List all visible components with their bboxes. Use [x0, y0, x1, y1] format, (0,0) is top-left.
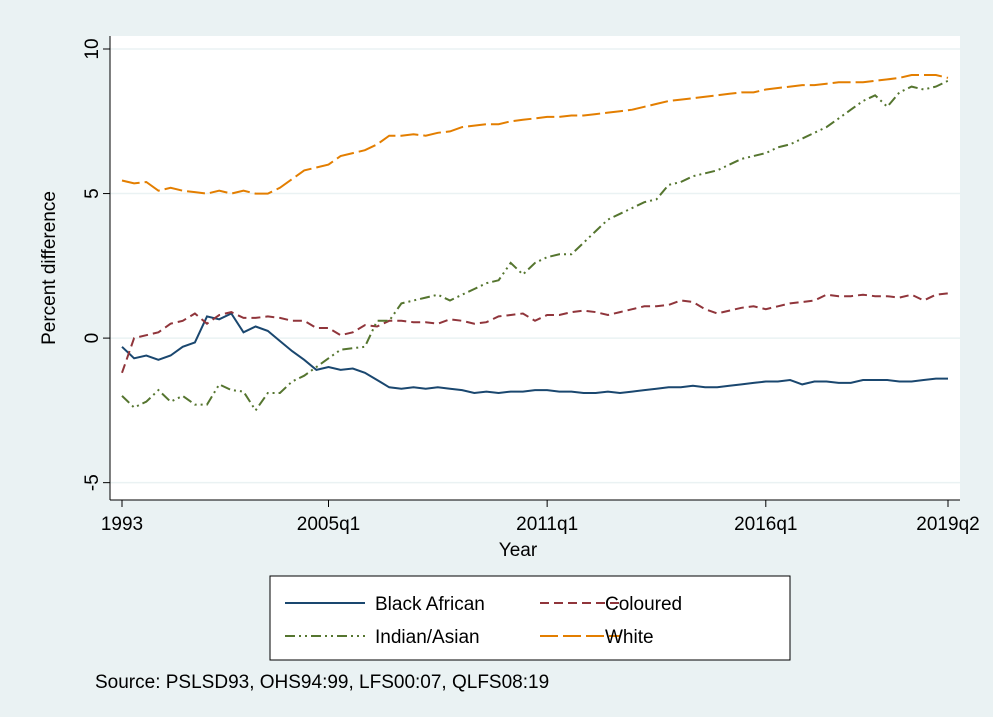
legend-label: White — [605, 627, 654, 648]
y-axis-label: Percent difference — [39, 191, 60, 345]
x-axis-label: Year — [499, 540, 538, 561]
series-line — [121, 292, 949, 374]
x-tick-label: 2005q1 — [297, 514, 360, 535]
x-tick-label: 1993 — [101, 514, 143, 535]
series-line — [121, 312, 948, 395]
series-line — [121, 74, 949, 195]
y-tick-label: 10 — [82, 38, 103, 59]
plot-area — [110, 36, 960, 500]
legend-label: Black African — [375, 594, 485, 615]
y-tick-label: 0 — [82, 333, 103, 344]
source-note: Source: PSLSD93, OHS94:99, LFS00:07, QLF… — [95, 672, 549, 693]
y-tick-label: -5 — [82, 474, 103, 491]
legend-label: Indian/Asian — [375, 627, 480, 648]
x-tick-label: 2011q1 — [516, 514, 578, 535]
legend-label: Coloured — [605, 594, 682, 615]
legend-box — [269, 575, 791, 661]
y-tick-label: 5 — [82, 188, 103, 199]
series-line — [121, 79, 949, 413]
x-tick-label: 2019q2 — [916, 514, 979, 535]
x-tick-label: 2016q1 — [734, 514, 797, 535]
